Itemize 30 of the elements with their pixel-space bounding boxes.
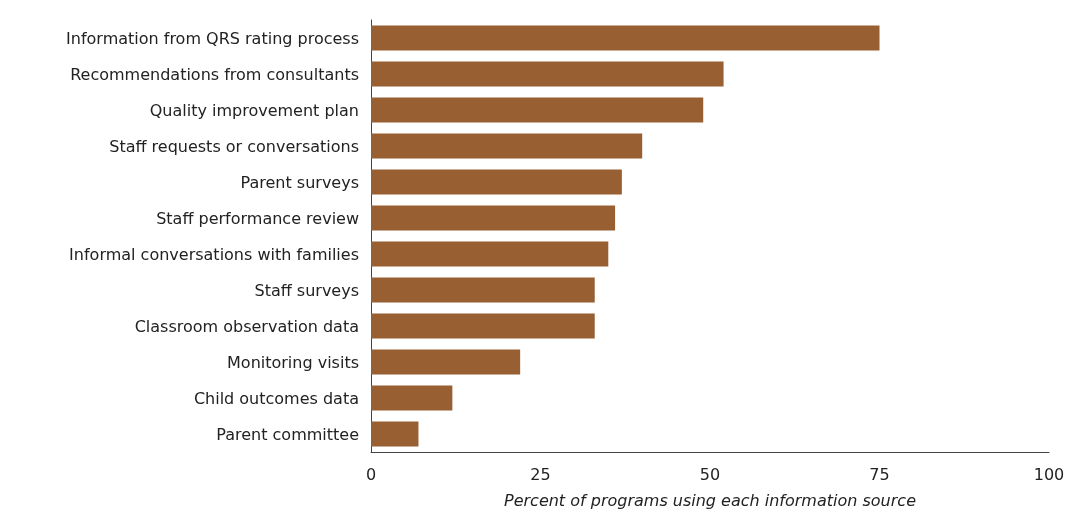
bar — [371, 385, 453, 411]
bar — [371, 349, 521, 375]
y-tick-label: Staff performance review — [156, 208, 359, 228]
bar — [371, 277, 595, 303]
y-tick-label: Child outcomes data — [193, 388, 359, 408]
y-tick-label: Parent surveys — [240, 172, 359, 192]
x-tick-label: 25 — [530, 464, 551, 484]
y-tick-label: Parent committee — [216, 424, 359, 444]
bar — [371, 313, 595, 339]
y-tick-label: Quality improvement plan — [149, 100, 359, 120]
bar — [371, 133, 643, 159]
y-tick-label: Informal conversations with families — [69, 244, 359, 264]
x-tick-label: 0 — [365, 464, 377, 484]
bar — [371, 241, 609, 267]
y-tick-label: Staff surveys — [254, 280, 359, 300]
y-tick-label: Classroom observation data — [134, 316, 359, 336]
y-tick-label: Information from QRS rating process — [66, 28, 359, 48]
y-tick-label: Recommendations from consultants — [70, 64, 359, 84]
bar — [371, 61, 724, 87]
x-tick-label: 100 — [1033, 464, 1065, 484]
x-tick-label: 50 — [699, 464, 721, 484]
x-tick-label: 75 — [869, 464, 890, 484]
x-axis-title: Percent of programs using each information source — [504, 490, 917, 510]
y-tick-label: Staff requests or conversations — [109, 136, 359, 156]
bar — [371, 169, 622, 195]
bar — [371, 205, 616, 231]
bar — [371, 97, 704, 123]
y-tick-label: Monitoring visits — [227, 352, 359, 372]
bar — [371, 25, 880, 51]
bar — [371, 421, 419, 447]
